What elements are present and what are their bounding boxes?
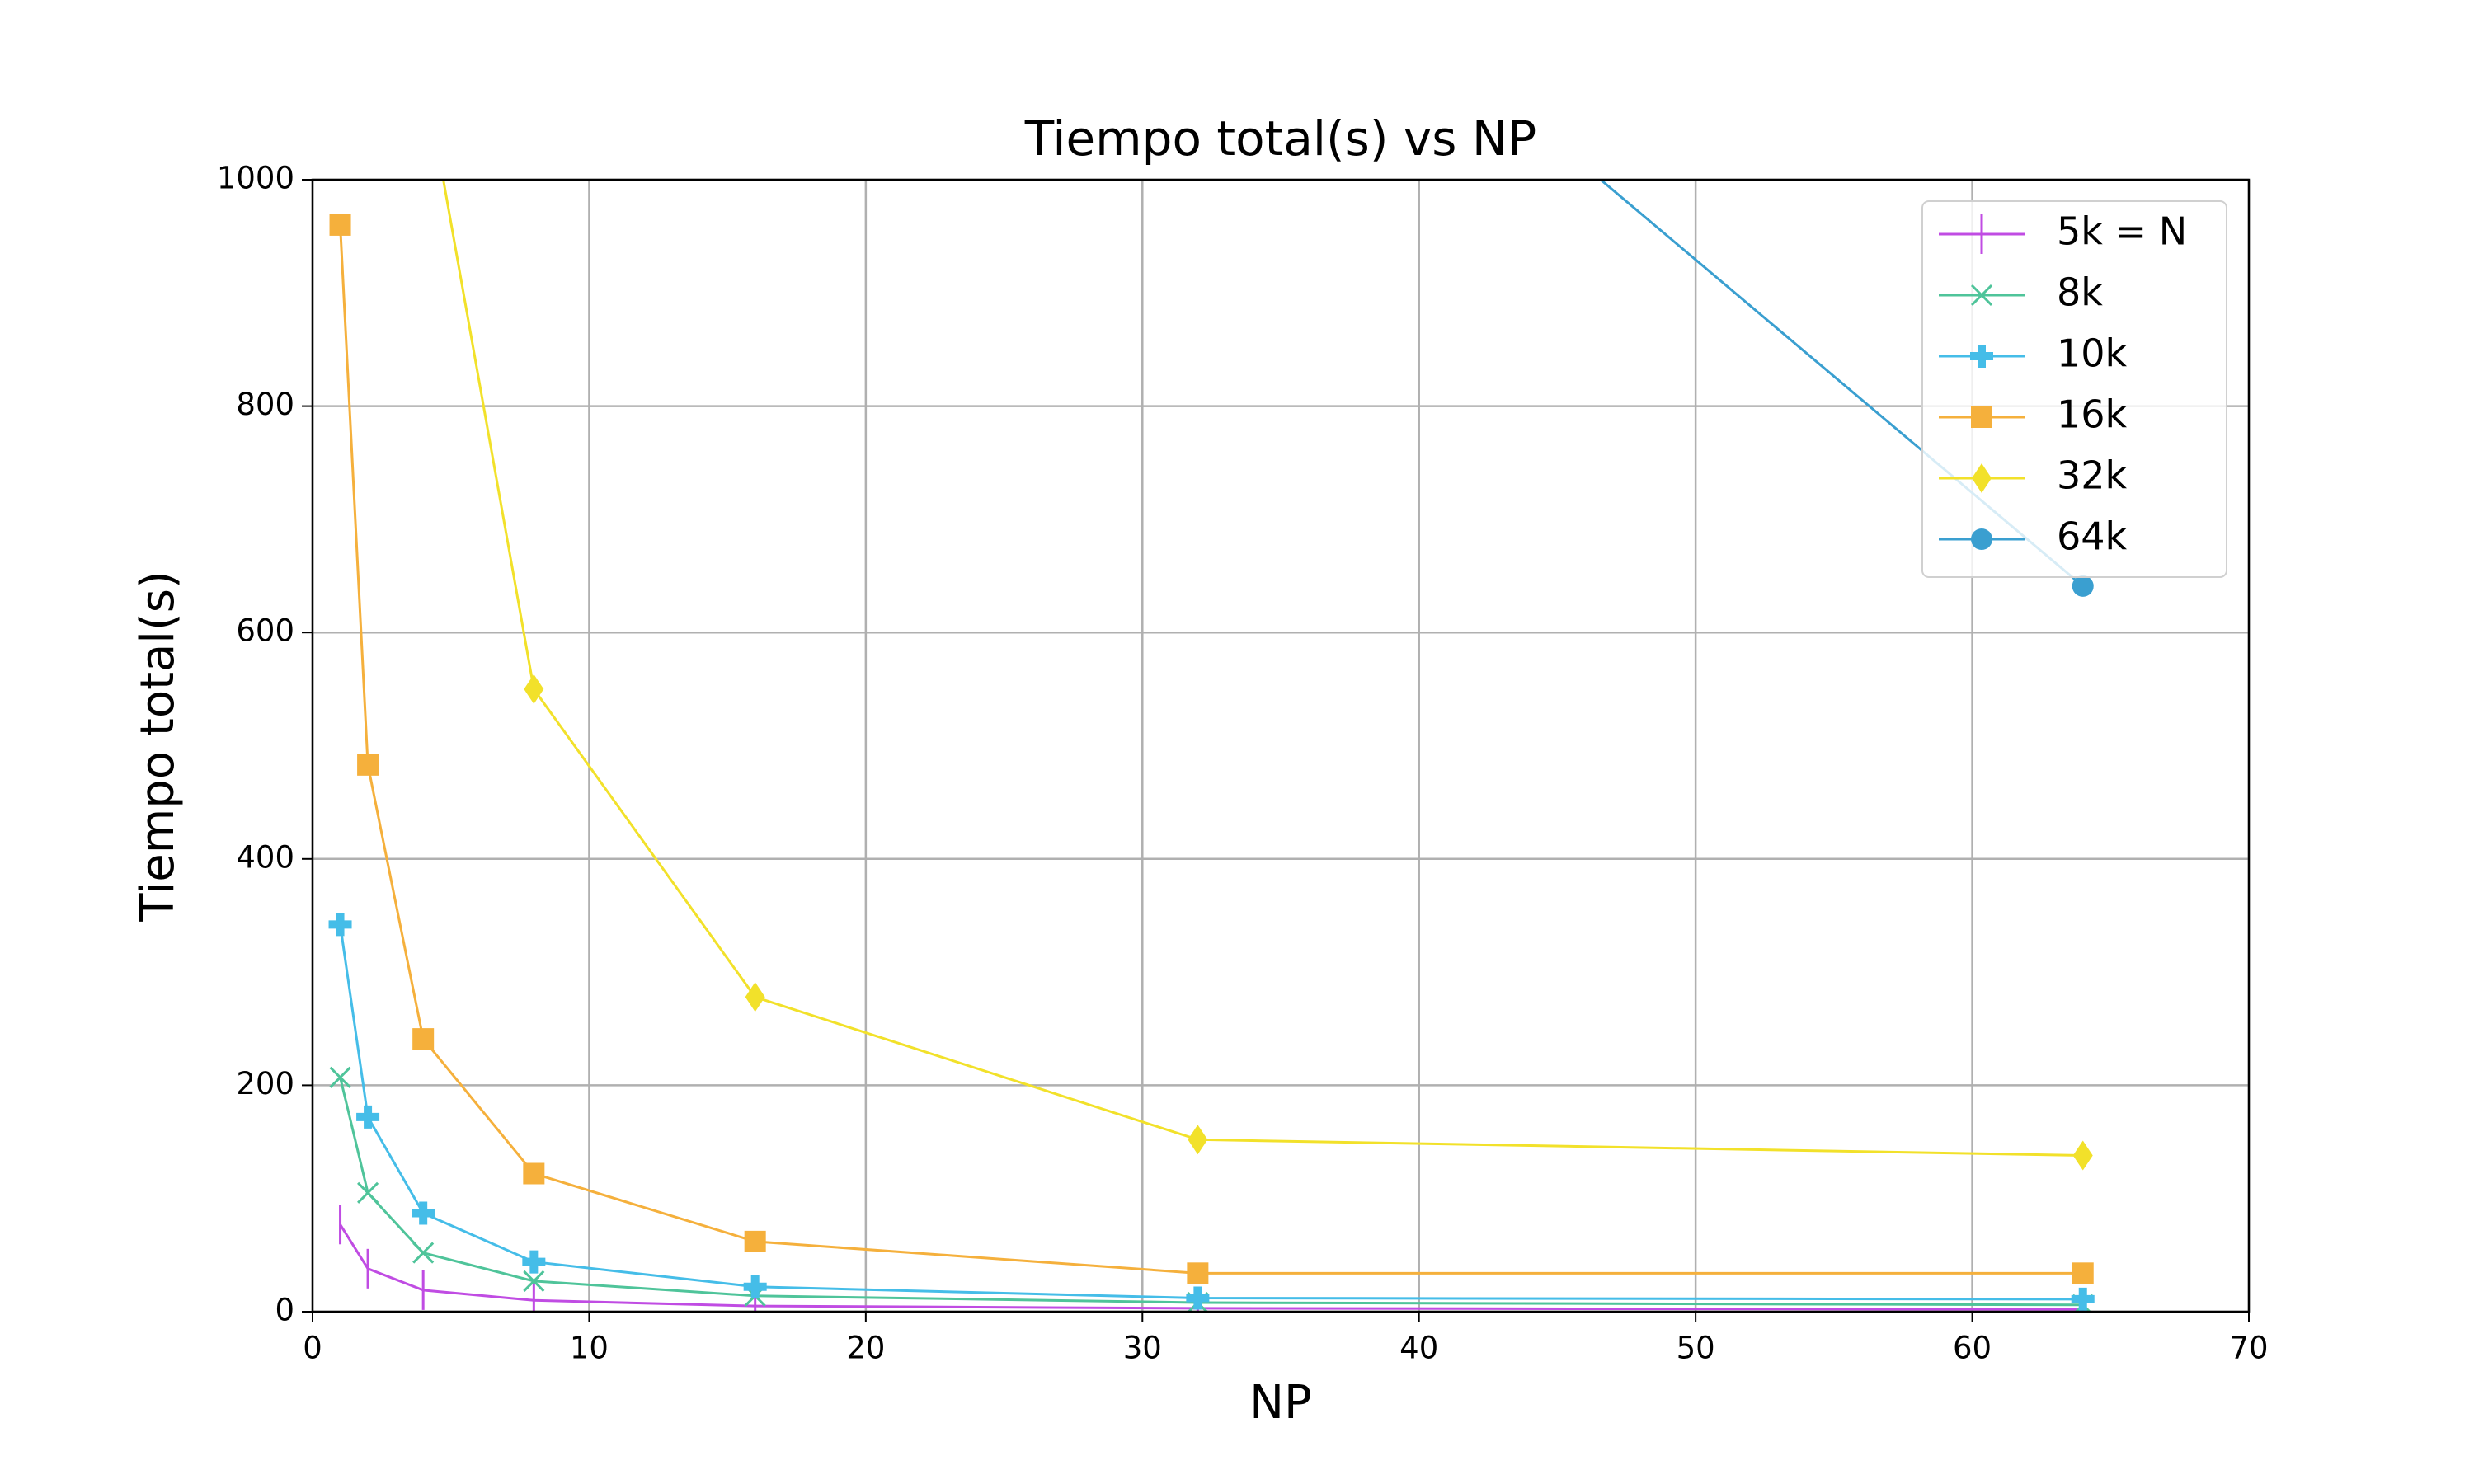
legend-marker: [1971, 406, 1992, 428]
y-tick-label: 200: [236, 1066, 294, 1101]
marker: [412, 1242, 435, 1264]
marker: [745, 982, 765, 1012]
x-tick-label: 70: [2229, 1331, 2268, 1366]
y-tick-label: 1000: [217, 161, 294, 196]
marker: [412, 1201, 435, 1225]
legend-marker: [1972, 463, 1992, 493]
marker: [2071, 1287, 2095, 1311]
legend-label: 8k: [2057, 270, 2103, 315]
marker: [413, 52, 433, 82]
plot-frame: [311, 178, 2251, 1313]
legend-marker: [1970, 345, 1993, 368]
marker: [2072, 1140, 2093, 1171]
x-tick-label: 20: [846, 1331, 885, 1366]
x-tick-label: 40: [1399, 1331, 1438, 1366]
marker: [356, 1105, 380, 1129]
marker: [357, 754, 379, 776]
marker: [328, 913, 352, 937]
legend-label: 16k: [2057, 392, 2128, 437]
plot-area: [328, 52, 2095, 1312]
x-axis-label: NP: [1249, 1376, 1312, 1430]
marker: [329, 214, 351, 236]
legend-label: 64k: [2057, 514, 2128, 559]
marker: [2072, 1262, 2094, 1284]
marker: [743, 1275, 767, 1298]
series-line: [339, 224, 2083, 1275]
marker: [1186, 1286, 1210, 1310]
marker: [357, 1181, 379, 1204]
marker: [2072, 575, 2094, 597]
y-axis-label: Tiempo total(s): [131, 571, 185, 923]
legend-marker: [1970, 284, 1993, 307]
marker: [412, 1028, 435, 1050]
x-tick-label: 10: [570, 1331, 609, 1366]
x-tick-label: 30: [1123, 1331, 1162, 1366]
marker: [1188, 1125, 1208, 1155]
series-line: [339, 1077, 2083, 1307]
series-line: [1598, 180, 2084, 588]
x-tick-label: 0: [303, 1331, 322, 1366]
marker: [522, 1250, 546, 1274]
y-tick-label: 600: [236, 613, 294, 649]
marker: [329, 1066, 351, 1088]
legend-label: 5k = N: [2057, 209, 2187, 254]
series-line: [442, 180, 2083, 1158]
y-tick-label: 400: [236, 839, 294, 875]
x-tick-label: 50: [1677, 1331, 1715, 1366]
marker: [523, 1270, 545, 1292]
legend-marker: [1971, 528, 1992, 550]
y-tick-label: 0: [275, 1293, 294, 1328]
marker: [524, 674, 544, 704]
series-line: [339, 1223, 2083, 1311]
x-tick-label: 60: [1953, 1331, 1992, 1366]
y-tick-label: 800: [236, 387, 294, 422]
series-line: [339, 924, 2083, 1301]
legend-label: 32k: [2057, 453, 2128, 498]
marker: [744, 1230, 766, 1252]
legend-label: 10k: [2057, 331, 2128, 376]
marker: [523, 1162, 545, 1185]
chart-title: Tiempo total(s) vs NP: [1024, 110, 1537, 167]
marker: [1187, 1262, 1209, 1284]
